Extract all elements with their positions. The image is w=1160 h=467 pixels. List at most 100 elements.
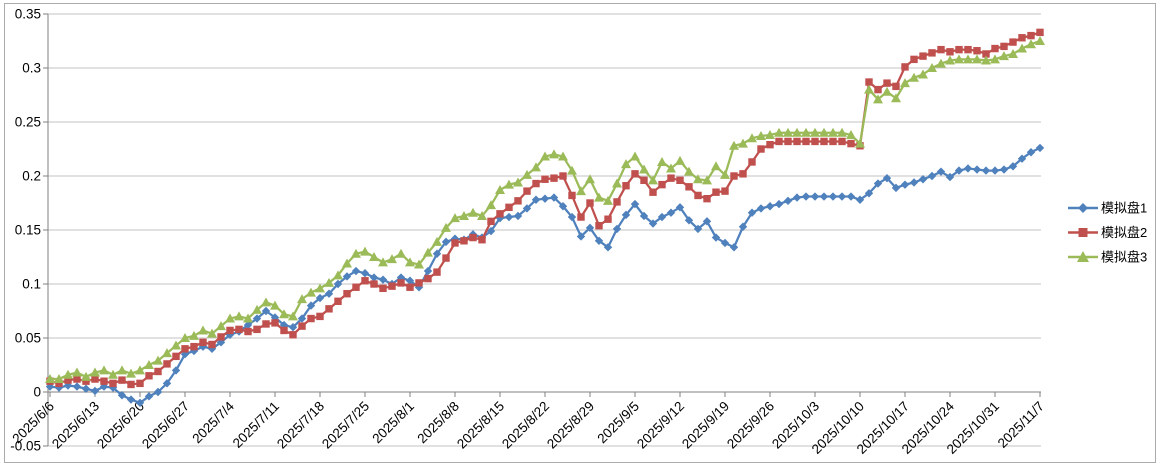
series-1-marker [621, 210, 631, 220]
series-3-marker [765, 129, 775, 139]
x-tick-label: 2025/8/29 [544, 399, 597, 452]
series-1-marker [873, 179, 883, 188]
series-3-marker [486, 200, 496, 210]
series-3-marker [783, 127, 793, 137]
series-3-marker [801, 127, 811, 137]
series-3-marker [225, 313, 235, 323]
series-2-marker [172, 352, 180, 361]
series-3-marker [639, 164, 649, 174]
series-2-marker [649, 188, 657, 196]
series-1-marker [891, 183, 901, 193]
series-3-marker [234, 311, 244, 321]
series-1-marker [144, 392, 154, 401]
series-3-marker [729, 140, 739, 150]
x-tick-label: 2025/9/26 [724, 399, 777, 452]
x-tick-label: 2025/11/7 [995, 399, 1047, 451]
series-2-marker [1018, 34, 1026, 42]
series-3-marker [441, 222, 451, 232]
series-1-marker [819, 192, 829, 201]
series-2-marker [901, 63, 909, 71]
series-1-marker [1026, 148, 1036, 157]
series-1-marker [585, 223, 595, 233]
series-3-marker [378, 257, 388, 267]
series-2-marker [631, 170, 639, 178]
series-1-marker [855, 195, 865, 204]
y-tick-label: 0 [33, 385, 41, 400]
legend-item: 模拟盘3 [1068, 250, 1147, 265]
series-1-marker [576, 232, 586, 241]
series-1-marker [225, 330, 235, 339]
series-3-marker [585, 174, 595, 184]
series-3-marker [477, 210, 487, 220]
x-tick-label: 2025/8/15 [454, 399, 507, 452]
series-1-marker [117, 391, 127, 400]
series-2-marker [757, 145, 765, 153]
series-2-marker [424, 274, 432, 283]
series-2-marker [919, 52, 927, 60]
series-2-marker [523, 187, 531, 195]
series-2-marker [145, 372, 153, 380]
series-3-marker [819, 127, 829, 137]
series-2-marker [253, 325, 261, 334]
series-1-marker [423, 266, 433, 276]
series-2-marker [478, 236, 486, 244]
series-1-marker [774, 199, 784, 209]
series-3-marker [207, 328, 217, 338]
series-3-marker [423, 247, 433, 257]
series-1-marker [486, 226, 496, 236]
series-1-marker [711, 233, 721, 242]
series-2-marker [163, 360, 171, 368]
series-3-group [45, 36, 1045, 384]
legend-label: 模拟盘2 [1101, 225, 1147, 240]
series-1-marker [1017, 154, 1027, 163]
series-2-marker [622, 182, 630, 190]
series-1-marker [441, 237, 451, 247]
series-1-marker [936, 167, 946, 176]
series-2-marker [955, 45, 963, 54]
series-2-marker [838, 137, 846, 146]
series-3-marker [459, 210, 469, 220]
series-1-marker [432, 249, 442, 258]
series-2-marker [775, 137, 783, 146]
series-3-marker [1026, 39, 1036, 49]
series-3-marker [702, 175, 712, 185]
series-2-marker [1000, 42, 1008, 51]
legend-item: 模拟盘2 [1068, 225, 1147, 240]
series-3-marker [306, 287, 316, 297]
series-3-marker [882, 86, 892, 96]
series-1-marker [126, 395, 136, 404]
series-3-marker [288, 311, 298, 321]
series-2-marker [154, 367, 162, 376]
series-2-marker [595, 221, 603, 230]
series-1-marker [909, 178, 919, 187]
series-2-marker [136, 379, 144, 388]
series-1-marker [558, 202, 568, 211]
series-1-marker [369, 273, 379, 282]
series-2-marker [1009, 38, 1017, 46]
series-1-marker [954, 166, 964, 175]
series-3-marker [612, 178, 622, 188]
series-1-marker [738, 222, 748, 231]
series-3-marker [558, 151, 568, 161]
series-2-marker [937, 45, 945, 54]
series-2-marker [892, 82, 900, 91]
series-2-marker [973, 47, 981, 55]
series-3-marker [837, 127, 847, 137]
series-2-marker [676, 176, 684, 185]
series-1-marker [1035, 143, 1045, 153]
series-1-marker [945, 172, 955, 182]
series-2-marker [460, 237, 468, 245]
y-tick-label: -0.05 [10, 439, 41, 454]
y-tick-label: 0.15 [15, 223, 41, 238]
series-1-marker [720, 238, 730, 248]
series-3-marker [180, 333, 190, 342]
series-1-marker [72, 382, 82, 391]
series-3-marker [693, 174, 703, 184]
series-2-marker [865, 78, 873, 86]
series-2-marker [64, 376, 72, 384]
series-3-marker [774, 127, 784, 137]
series-2-marker [604, 215, 612, 223]
series-2-marker [127, 380, 135, 389]
series-3-marker [1008, 48, 1018, 58]
